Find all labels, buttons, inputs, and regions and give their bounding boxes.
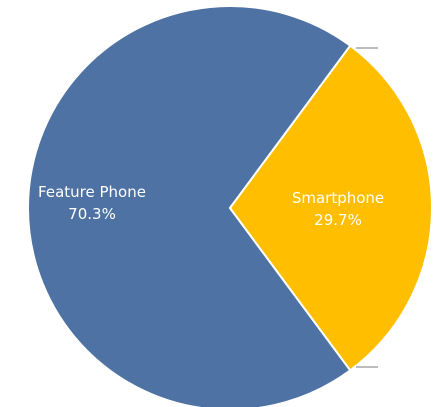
smartphone-label: Smartphone <box>292 189 384 207</box>
pie-slice-feature-phone <box>27 5 352 407</box>
feature-phone-label: Feature Phone <box>38 183 146 201</box>
pie-slices <box>27 5 434 407</box>
smartphone-value-label: 29.7% <box>314 211 362 229</box>
feature-phone-value-label: 70.3% <box>68 205 116 223</box>
pie-labels: Feature Phone 70.3% Smartphone 29.7% <box>38 183 384 229</box>
pie-slice-smartphone <box>228 44 434 372</box>
